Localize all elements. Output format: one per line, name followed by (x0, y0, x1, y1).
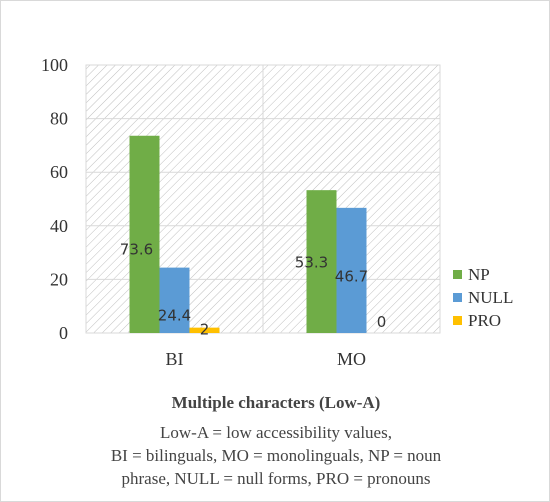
data-label: 73.6 (120, 240, 153, 258)
bar-np-bi (129, 135, 160, 333)
legend: NP NULL PRO (453, 265, 513, 330)
caption: Low-A = low accessibility values, BI = b… (61, 421, 491, 490)
legend-swatch-null (453, 293, 462, 302)
x-tick-label: BI (166, 349, 184, 369)
caption-line-2: BI = bilinguals, MO = monolinguals, NP =… (110, 446, 442, 465)
data-label: 53.3 (295, 254, 328, 272)
bar-pro-bi (189, 327, 220, 333)
legend-label-null: NULL (468, 288, 513, 307)
x-axis-title: Multiple characters (Low-A) (171, 393, 381, 412)
chart-svg: 0 20 40 60 80 100 73.6 24.4 2 BI 53.3 46.7 0 MO NP NU… (41, 55, 513, 369)
bar-np-mo (306, 190, 337, 333)
legend-label-np: NP (468, 265, 490, 284)
y-tick-label: 60 (50, 162, 68, 182)
caption-line-1: Low-A = low accessibility values, (160, 423, 392, 442)
caption-line-3: phrase, NULL = null forms, PRO = pronoun… (121, 469, 431, 488)
legend-swatch-pro (453, 316, 462, 325)
x-tick-label: MO (337, 349, 366, 369)
y-tick-label: 40 (50, 216, 68, 236)
bar-null-mo (336, 207, 367, 333)
y-tick-label: 20 (50, 269, 68, 289)
data-label: 24.4 (158, 306, 191, 324)
data-labels: 73.6 24.4 2 BI 53.3 46.7 0 MO (120, 240, 386, 369)
legend-swatch-np (453, 270, 462, 279)
y-tick-label: 0 (59, 323, 68, 343)
y-tick-label: 80 (50, 109, 68, 129)
y-axis-ticks: 0 20 40 60 80 100 (41, 55, 68, 343)
data-label: 46.7 (335, 267, 368, 285)
legend-label-pro: PRO (468, 311, 501, 330)
y-tick-label: 100 (41, 55, 68, 75)
bars (129, 135, 367, 333)
bar-null-bi (159, 267, 190, 333)
data-label: 2 (200, 320, 210, 338)
data-label: 0 (377, 313, 387, 331)
